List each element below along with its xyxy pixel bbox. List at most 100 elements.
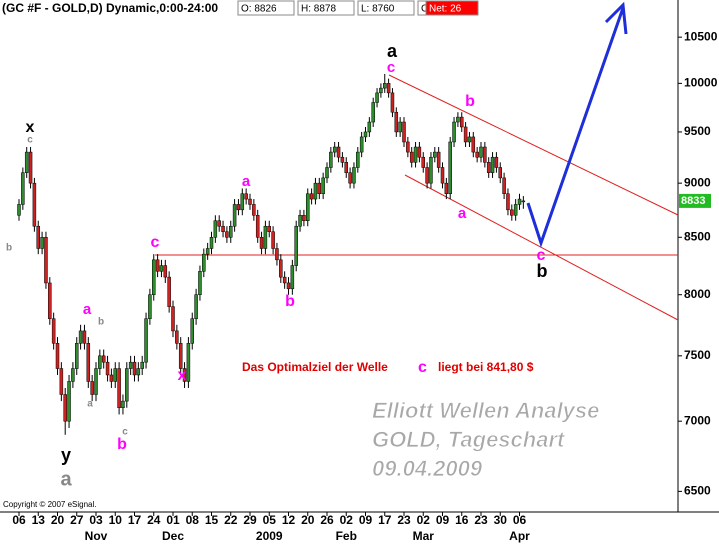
candle-body — [198, 271, 202, 295]
candle-body — [128, 361, 133, 369]
candle-body — [190, 318, 194, 344]
candle-body — [148, 294, 152, 319]
candle-body — [55, 343, 60, 369]
x-tick-label: 06 — [513, 513, 527, 527]
candle-body — [309, 193, 314, 200]
candle-body — [363, 131, 368, 138]
candle-body — [167, 276, 171, 307]
wave-label: a — [83, 301, 92, 318]
candle-body — [348, 172, 352, 184]
candle-body — [302, 215, 306, 221]
candle-body — [452, 121, 456, 143]
month-label: Mar — [413, 529, 435, 543]
candle-body — [182, 368, 187, 382]
candle-body — [144, 318, 148, 363]
candle-body — [63, 394, 67, 422]
candle-body — [24, 151, 29, 173]
candle-body — [105, 361, 110, 376]
watermark-line: Elliott Wellen Analyse — [372, 398, 599, 423]
candle-body — [329, 151, 333, 168]
candle-body — [394, 111, 399, 133]
wave-label: c — [122, 427, 128, 438]
arrow-head — [604, 1, 628, 35]
candle-body — [356, 151, 360, 168]
candle-body — [175, 330, 179, 344]
y-tick-label: 7500 — [684, 348, 711, 362]
wave-label: b — [117, 436, 127, 453]
header-box — [357, 0, 415, 16]
candle-body — [132, 361, 137, 376]
wave-label: a — [87, 399, 93, 410]
wave-label: c — [27, 135, 33, 146]
candle-body — [51, 318, 56, 344]
last-price: 8833 — [681, 195, 705, 207]
wave-label: b — [537, 261, 548, 281]
candle-body — [498, 167, 502, 179]
candle-body — [225, 231, 229, 238]
candle-body — [513, 204, 518, 216]
wave-label: b — [465, 93, 475, 110]
candle-body — [248, 198, 252, 205]
candle-body — [325, 167, 329, 179]
candle-body — [471, 136, 476, 153]
candle-body — [390, 92, 395, 113]
candle-body — [67, 381, 71, 422]
candle-body — [486, 162, 491, 173]
x-tick-label: 03 — [89, 513, 103, 527]
wave-label: c — [537, 247, 546, 264]
candle-body — [317, 182, 322, 194]
candle-body — [232, 204, 237, 227]
candle-body — [17, 204, 21, 216]
month-label: Feb — [336, 529, 357, 543]
candle-body — [490, 156, 495, 173]
y-tick-label: 9500 — [684, 124, 711, 138]
candle-body — [344, 162, 348, 173]
wave-label: c — [387, 59, 395, 76]
x-tick-label: 16 — [455, 513, 469, 527]
candle-body — [98, 355, 102, 369]
candle-body — [252, 204, 256, 216]
candle-body — [359, 136, 364, 153]
x-tick-label: 17 — [128, 513, 142, 527]
candle-body — [506, 193, 510, 211]
x-tick-label: 09 — [359, 513, 373, 527]
candle-body — [178, 343, 183, 369]
candle-body — [109, 374, 114, 382]
candle-body — [479, 146, 483, 158]
candle-body — [117, 368, 121, 409]
candle-body — [267, 225, 271, 232]
candle-body — [244, 193, 248, 200]
wave-label: x — [178, 367, 187, 384]
x-tick-label: 27 — [70, 513, 84, 527]
wave-label: a — [60, 468, 72, 490]
x-tick-label: 12 — [282, 513, 296, 527]
candle-body — [275, 248, 279, 261]
forecast-arrow — [526, 7, 625, 248]
wave-label: b — [6, 243, 12, 254]
candle-body — [194, 294, 198, 319]
candle-body — [475, 151, 479, 158]
candle-body — [436, 151, 441, 168]
candle-body — [460, 116, 464, 128]
candle-body — [406, 141, 410, 153]
wave-label: x — [26, 119, 35, 136]
candle-body — [429, 156, 433, 184]
wave-label: a — [387, 41, 398, 61]
wave-label: y — [61, 445, 71, 465]
candle-body — [28, 151, 33, 184]
candle-body — [402, 121, 406, 143]
plot — [17, 73, 526, 435]
header-title: (GC #F - GOLD,D) Dynamic,0:00-24:00 — [2, 1, 218, 15]
candle-body — [398, 121, 402, 133]
candle-body — [21, 172, 25, 205]
candle-body — [502, 177, 506, 194]
candle-body — [290, 265, 295, 290]
header-value: L: 8760 — [361, 4, 395, 15]
candle-body — [263, 225, 268, 249]
x-tick-label: 20 — [51, 513, 65, 527]
candle-body — [306, 193, 310, 221]
candle-body — [259, 237, 264, 249]
candle-body — [379, 87, 383, 94]
month-label: 2009 — [256, 529, 283, 543]
